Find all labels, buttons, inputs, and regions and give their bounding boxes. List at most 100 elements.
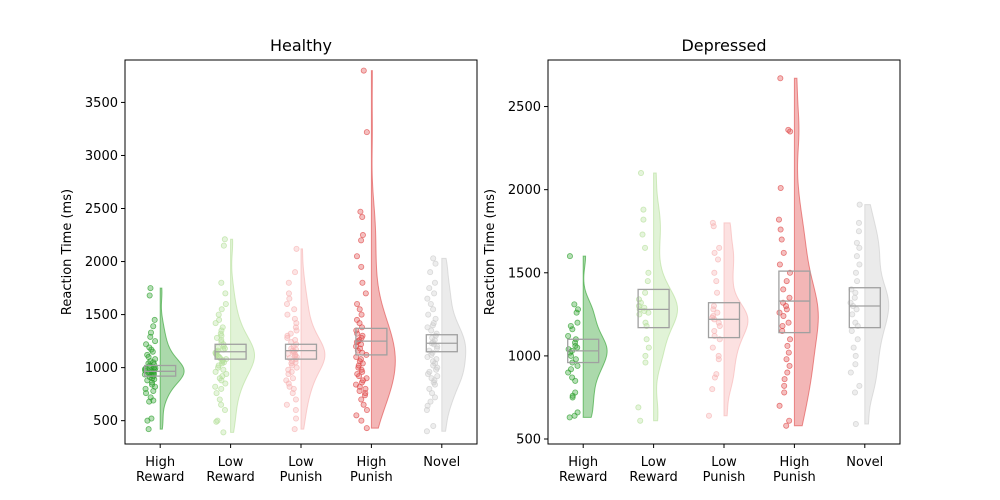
data-point [147, 333, 154, 340]
x-tick-label: Low Reward [629, 455, 677, 485]
data-point [146, 292, 153, 299]
data-point [359, 368, 366, 375]
data-point [856, 201, 863, 208]
data-point [786, 294, 793, 301]
data-point [637, 417, 644, 424]
data-point [218, 279, 225, 286]
data-point [784, 342, 791, 349]
data-point [222, 290, 229, 297]
axes-frame [124, 59, 478, 445]
data-point [424, 295, 431, 302]
data-point [431, 394, 438, 401]
data-point [212, 368, 219, 375]
data-point [150, 323, 157, 330]
data-point [216, 396, 223, 403]
box [637, 288, 670, 329]
data-point [777, 184, 784, 191]
data-point [357, 208, 364, 215]
x-tick-label-line: Novel [846, 455, 883, 470]
data-point [853, 253, 860, 260]
violin-cloud [230, 238, 256, 433]
data-point [781, 382, 788, 389]
data-point [356, 387, 363, 394]
data-point [293, 364, 300, 371]
data-point [850, 344, 857, 351]
data-point [293, 245, 300, 252]
data-point [358, 237, 365, 244]
data-point [434, 373, 441, 380]
data-point [221, 407, 228, 414]
data-point [292, 269, 299, 276]
data-point [781, 389, 788, 396]
data-point [785, 349, 792, 356]
axes-frame [547, 59, 901, 445]
data-point [787, 336, 794, 343]
data-point [430, 306, 437, 313]
data-point [431, 279, 438, 286]
data-point [642, 319, 649, 326]
data-point [573, 309, 580, 316]
data-point [360, 67, 367, 74]
data-point [640, 206, 647, 213]
data-point [221, 236, 228, 243]
data-point [144, 377, 151, 384]
data-point [356, 306, 363, 313]
data-point [353, 412, 360, 419]
violin-cloud [793, 77, 819, 427]
series-low-reward [635, 170, 679, 424]
data-point [645, 269, 652, 276]
data-point [145, 426, 152, 433]
violin-cloud [370, 70, 396, 429]
y-tick-label: 500 [93, 414, 118, 429]
data-point [431, 381, 438, 388]
data-point [572, 377, 579, 384]
x-tick-label-line: High [568, 455, 598, 470]
data-point [427, 269, 434, 276]
data-point [218, 360, 225, 367]
data-point [427, 398, 434, 405]
data-point [432, 260, 439, 267]
data-point [784, 369, 791, 376]
data-point [779, 322, 786, 329]
x-tick-label: High Punish [350, 455, 393, 485]
data-point [293, 327, 300, 334]
data-point [424, 324, 431, 331]
data-point [854, 278, 861, 285]
data-point [645, 344, 652, 351]
data-point [714, 289, 721, 296]
data-point [848, 327, 855, 334]
data-point [575, 306, 582, 313]
data-point [353, 253, 360, 260]
data-point [426, 385, 433, 392]
data-point [356, 373, 363, 380]
x-tick-label: High Punish [773, 455, 816, 485]
series-low-reward [212, 236, 256, 436]
data-point [711, 374, 718, 381]
data-point [783, 278, 790, 285]
box [284, 343, 318, 360]
y-tick-label: 1000 [508, 349, 541, 364]
data-point [363, 129, 370, 136]
data-point [639, 231, 646, 238]
data-point [569, 326, 576, 333]
data-point [292, 407, 299, 414]
data-point [212, 320, 219, 327]
data-point [285, 279, 292, 286]
violin-cloud [159, 287, 185, 430]
y-axis-label: Reaction Time (ms) [60, 189, 75, 315]
data-point [355, 362, 362, 369]
x-tick-label-line: High [779, 455, 809, 470]
data-point [150, 387, 157, 394]
data-point [356, 383, 363, 390]
data-point [358, 311, 365, 318]
data-point [424, 402, 431, 409]
data-point [212, 383, 219, 390]
x-tick-label-line: Punish [703, 470, 746, 485]
data-point [716, 322, 723, 329]
data-point [286, 295, 293, 302]
data-point [362, 290, 369, 297]
data-point [354, 300, 361, 307]
data-point [218, 306, 225, 313]
data-point [642, 359, 649, 366]
data-point [284, 311, 291, 318]
